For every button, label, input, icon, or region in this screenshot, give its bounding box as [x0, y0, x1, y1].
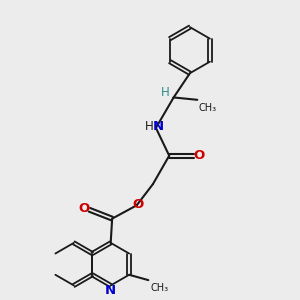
Text: CH₃: CH₃ [199, 103, 217, 113]
Text: O: O [79, 202, 90, 215]
Text: N: N [105, 284, 116, 297]
Text: H: H [161, 85, 170, 99]
Text: O: O [132, 198, 143, 211]
Text: CH₃: CH₃ [150, 283, 168, 293]
Text: O: O [194, 149, 205, 162]
Text: H: H [145, 120, 154, 133]
Text: N: N [153, 120, 164, 133]
